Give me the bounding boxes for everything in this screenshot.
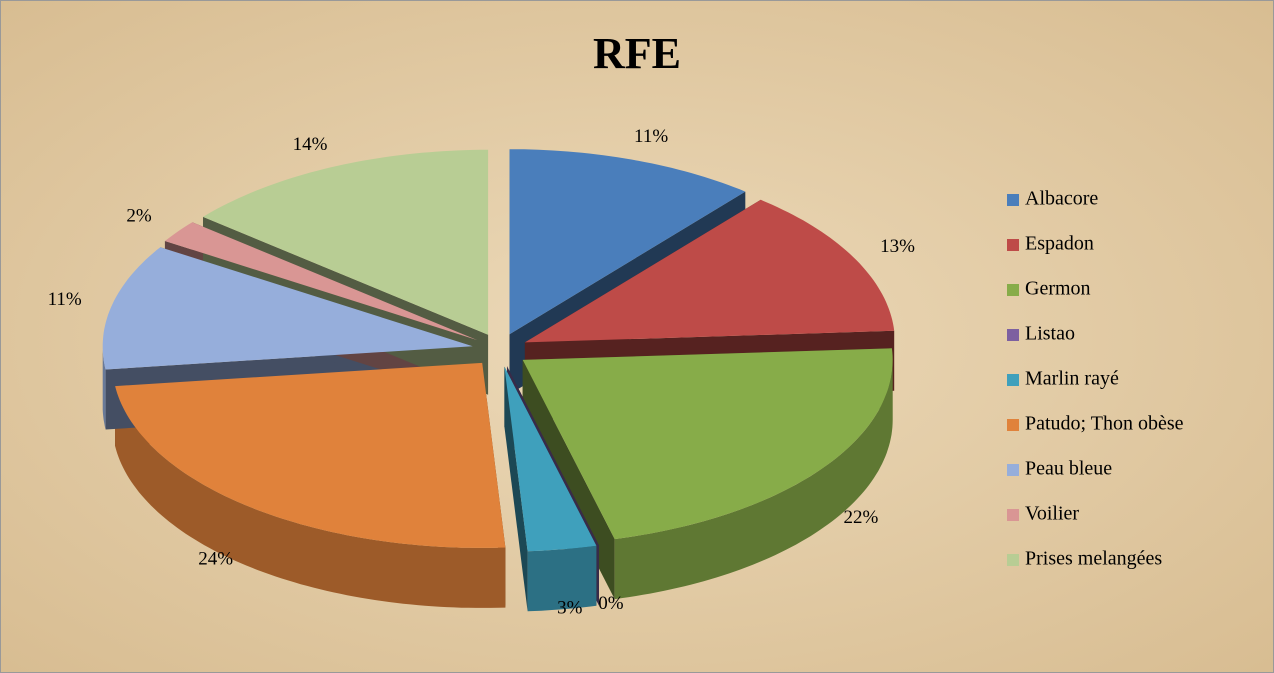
legend-label: Albacore — [1025, 188, 1098, 210]
data-label: 2% — [126, 206, 152, 227]
legend-label: Marlin rayé — [1025, 368, 1119, 390]
legend-swatch — [1007, 554, 1019, 566]
data-label: 11% — [48, 289, 82, 310]
legend-swatch — [1007, 419, 1019, 431]
legend-swatch — [1007, 239, 1019, 251]
legend-label: Patudo; Thon obèse — [1025, 413, 1184, 435]
chart-title: RFE — [593, 29, 681, 78]
legend-label: Germon — [1025, 278, 1091, 300]
legend-swatch — [1007, 509, 1019, 521]
legend-swatch — [1007, 329, 1019, 341]
legend-label: Prises melangées — [1025, 548, 1162, 570]
data-label: 22% — [843, 507, 878, 528]
legend-swatch — [1007, 464, 1019, 476]
legend-swatch — [1007, 374, 1019, 386]
legend-label: Voilier — [1025, 503, 1079, 525]
legend-swatch — [1007, 284, 1019, 296]
data-label: 13% — [880, 236, 915, 257]
legend-label: Listao — [1025, 323, 1075, 345]
data-label: 0% — [598, 593, 624, 614]
page: {"chart_data": {"type": "pie", "title": … — [0, 0, 1274, 673]
data-label: 3% — [557, 597, 583, 618]
data-label: 24% — [198, 548, 233, 569]
legend-swatch — [1007, 194, 1019, 206]
legend-label: Espadon — [1025, 233, 1094, 255]
legend-label: Peau bleue — [1025, 458, 1112, 480]
data-label: 14% — [293, 134, 328, 155]
chart: RFE 11% 13% 22% 0% 3% 24% 11% 2% 14% Albacore Esp… — [0, 0, 1274, 673]
data-label: 11% — [634, 126, 668, 147]
